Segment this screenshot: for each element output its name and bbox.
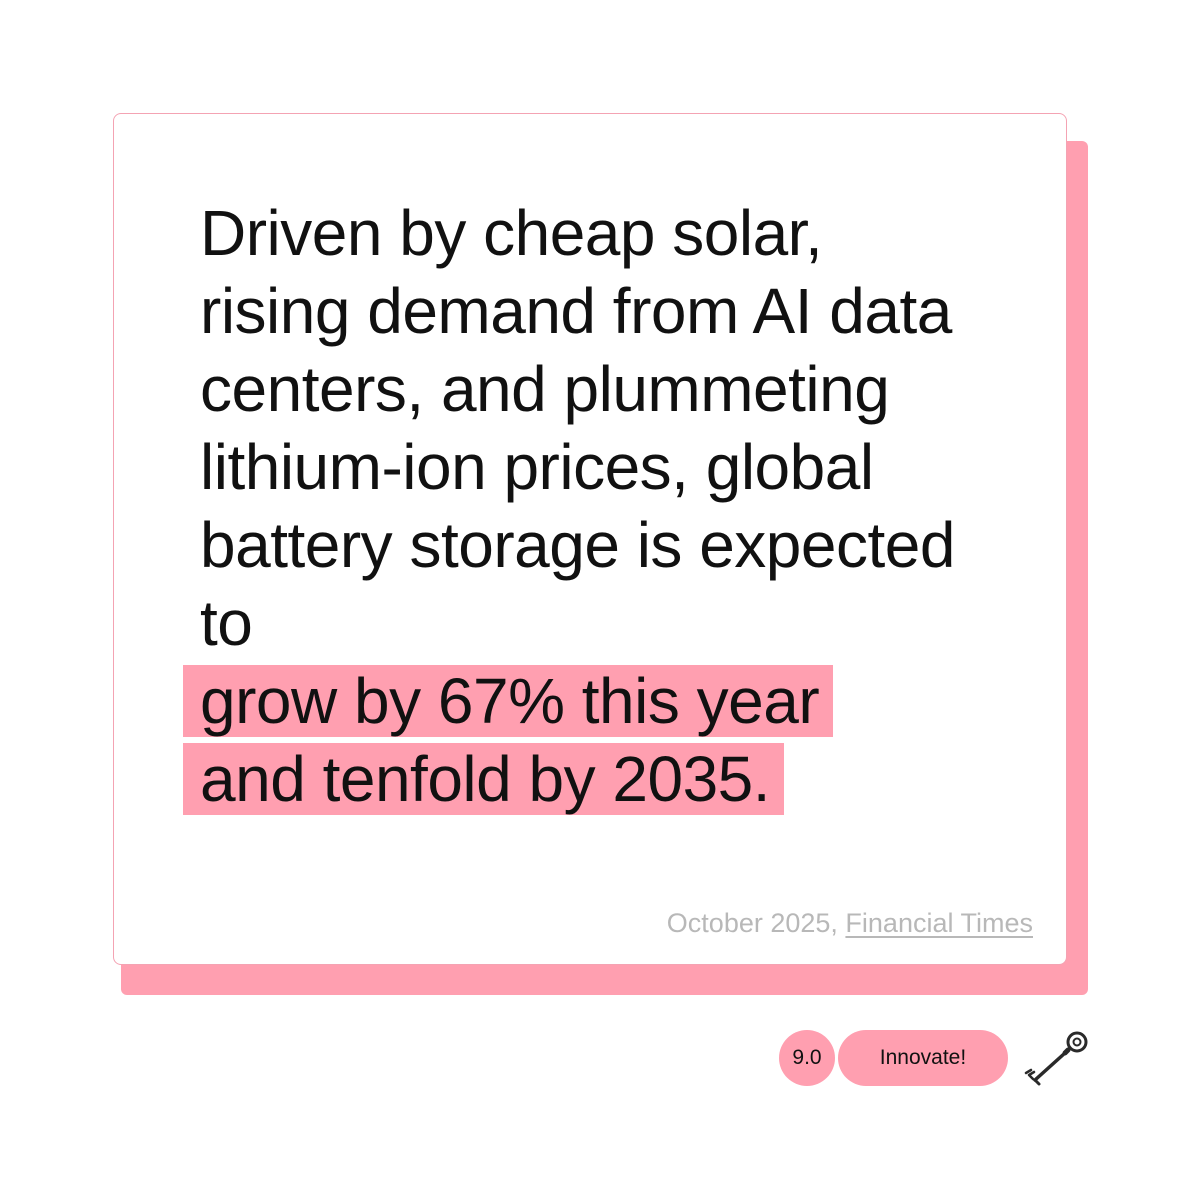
quote-highlight-line-2: and tenfold by 2035.: [183, 743, 785, 815]
source-date: October 2025,: [666, 908, 846, 938]
source-link[interactable]: Financial Times: [845, 908, 1033, 938]
source-citation: October 2025, Financial Times: [667, 908, 1033, 939]
quote-body: Driven by cheap solar, rising demand fro…: [200, 197, 955, 659]
quote-text: Driven by cheap solar, rising demand fro…: [183, 194, 960, 818]
quote-card: Driven by cheap solar, rising demand fro…: [113, 113, 1067, 965]
score-badge: 9.0: [779, 1030, 835, 1086]
innovate-badge: Innovate!: [838, 1030, 1008, 1086]
quote-highlight-line-1: grow by 67% this year: [183, 665, 834, 737]
key-icon: [1024, 1031, 1088, 1086]
